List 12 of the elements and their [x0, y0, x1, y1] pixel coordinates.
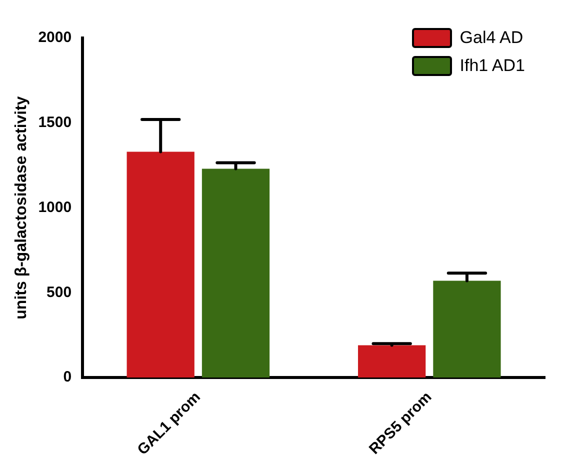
legend-label: Gal4 AD	[460, 28, 524, 48]
y-tick-label: 1500	[38, 114, 72, 132]
bar	[126, 152, 194, 378]
bar	[358, 345, 426, 378]
bar	[433, 280, 501, 378]
y-tick-label: 0	[63, 368, 72, 386]
legend-label: Ifh1 AD1	[460, 56, 525, 76]
y-tick-label: 2000	[38, 29, 72, 46]
bar	[202, 168, 270, 378]
y-tick-label: 1000	[38, 198, 72, 216]
y-axis-title: units β-galactosidase activity	[13, 96, 30, 320]
y-tick-label: 500	[46, 284, 72, 301]
